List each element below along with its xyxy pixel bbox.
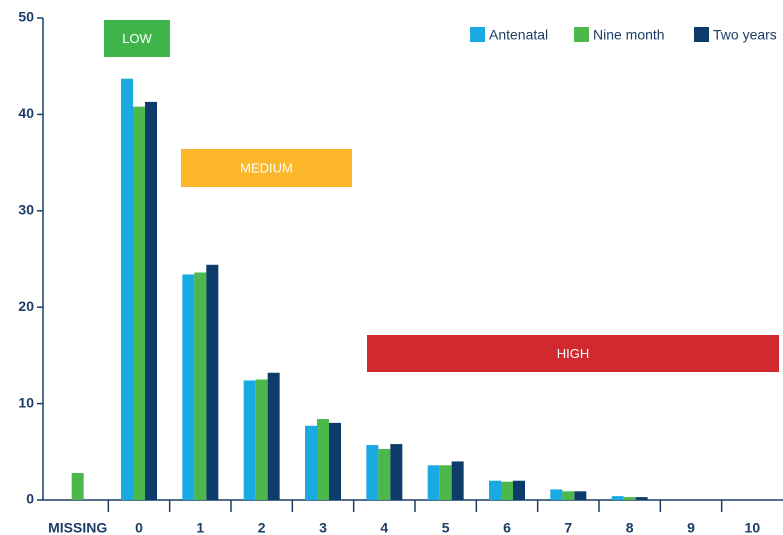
- bar: [635, 497, 648, 500]
- bar: [317, 419, 329, 500]
- x-tick-label: 10: [745, 520, 761, 535]
- bar: [623, 497, 636, 500]
- bar: [390, 444, 403, 500]
- y-tick-label: 10: [18, 394, 34, 410]
- legend-label: Nine month: [593, 27, 665, 43]
- x-tick-label: 6: [503, 520, 511, 535]
- bar: [574, 491, 587, 500]
- x-tick-label: 8: [626, 520, 634, 535]
- bar: [255, 379, 268, 500]
- legend-swatch: [470, 27, 485, 42]
- bar: [513, 480, 525, 500]
- y-tick-label: 20: [18, 298, 34, 314]
- bar: [194, 272, 207, 500]
- legend-swatch: [574, 27, 589, 42]
- x-tick-label: 9: [687, 520, 695, 535]
- x-tick-label: 3: [319, 520, 327, 535]
- bar: [427, 465, 440, 500]
- bar: [550, 489, 563, 500]
- bar: [206, 264, 219, 500]
- bar: [378, 448, 391, 500]
- y-tick-label: 40: [18, 105, 34, 121]
- bar: [305, 425, 317, 500]
- bar: [133, 106, 145, 501]
- legend-swatch: [694, 27, 709, 42]
- bar: [71, 473, 84, 500]
- bar: [243, 380, 256, 500]
- annotation-label: HIGH: [557, 346, 590, 361]
- y-tick-label: 0: [26, 491, 34, 507]
- annotation-box: [104, 20, 170, 57]
- x-tick-label: MISSING: [48, 520, 107, 535]
- x-tick-label: 2: [258, 520, 266, 535]
- bar: [182, 274, 195, 500]
- x-tick-label: 1: [196, 520, 204, 535]
- bar: [145, 101, 157, 501]
- bar: [329, 422, 341, 500]
- x-tick-label: 7: [564, 520, 572, 535]
- bar: [501, 481, 513, 500]
- annotation-box: [181, 149, 352, 187]
- legend-label: Antenatal: [489, 27, 548, 43]
- bar: [451, 461, 464, 500]
- annotation-box: [367, 335, 779, 372]
- bar: [489, 480, 501, 500]
- x-tick-label: 0: [135, 520, 143, 535]
- x-tick-label: 4: [380, 520, 388, 535]
- bar: [562, 491, 575, 500]
- annotation-label: LOW: [122, 31, 152, 46]
- y-tick-label: 30: [18, 202, 34, 218]
- annotation-label: MEDIUM: [240, 160, 293, 175]
- bar: [611, 496, 624, 500]
- y-tick-label: 50: [18, 9, 34, 25]
- bar: [439, 465, 452, 500]
- bar: [121, 78, 133, 501]
- x-tick-label: 5: [442, 520, 450, 535]
- bar: [366, 445, 379, 500]
- legend-label: Two years: [713, 27, 777, 43]
- bar: [267, 372, 280, 500]
